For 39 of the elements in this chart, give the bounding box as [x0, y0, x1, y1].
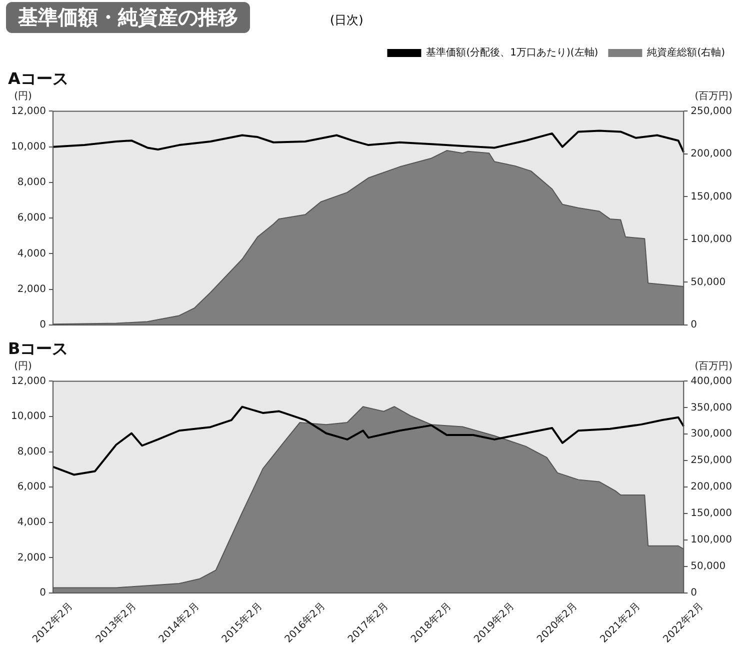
chart-title: Aコース	[8, 68, 68, 88]
y2-tick-label: 250,000	[690, 455, 732, 466]
y2-axis-title: (百万円)	[694, 90, 733, 102]
y2-tick-label: 100,000	[690, 234, 732, 246]
y2-tick-label: 400,000	[690, 376, 732, 387]
y2-tick-label: 200,000	[690, 482, 732, 493]
y-tick-label: 6,000	[17, 212, 46, 224]
y2-tick-label: 100,000	[690, 534, 732, 546]
y2-tick-label: 50,000	[690, 561, 726, 572]
chart-title: Bコース	[8, 338, 68, 358]
text: (日次)	[330, 12, 364, 29]
legend-label: 基準価額(分配後、1万口あたり)(左軸)	[426, 46, 598, 59]
y2-tick-label: 50,000	[690, 276, 726, 288]
y-tick-label: 4,000	[17, 248, 46, 260]
y-axis-title: (円)	[14, 90, 32, 102]
y-tick-label: 8,000	[17, 177, 46, 188]
y-tick-label: 10,000	[10, 141, 46, 152]
y-axis-title: (円)	[14, 360, 32, 372]
y2-tick-label: 0	[690, 320, 698, 331]
y-tick-label: 8,000	[17, 446, 46, 458]
text: 基準価額・純資産の推移	[6, 2, 250, 33]
y-tick-label: 4,000	[17, 516, 46, 528]
y-tick-label: 0	[40, 320, 46, 331]
y-tick-label: 10,000	[10, 411, 46, 422]
y2-tick-label: 150,000	[690, 191, 732, 202]
legend-label: 純資産総額(右軸)	[647, 46, 726, 59]
y2-tick-label: 0	[690, 588, 698, 599]
y2-tick-label: 350,000	[690, 402, 732, 414]
y-tick-label: 12,000	[10, 376, 46, 387]
y-tick-label: 12,000	[10, 106, 46, 117]
y2-tick-label: 250,000	[690, 106, 732, 117]
y2-tick-label: 200,000	[690, 148, 732, 160]
y2-axis-title: (百万円)	[694, 360, 733, 372]
y-tick-label: 2,000	[17, 284, 46, 295]
y2-tick-label: 150,000	[690, 508, 732, 520]
y2-tick-label: 300,000	[690, 428, 732, 440]
y-tick-label: 2,000	[17, 552, 46, 564]
y-tick-label: 0	[40, 588, 46, 599]
y-tick-label: 6,000	[17, 482, 46, 493]
